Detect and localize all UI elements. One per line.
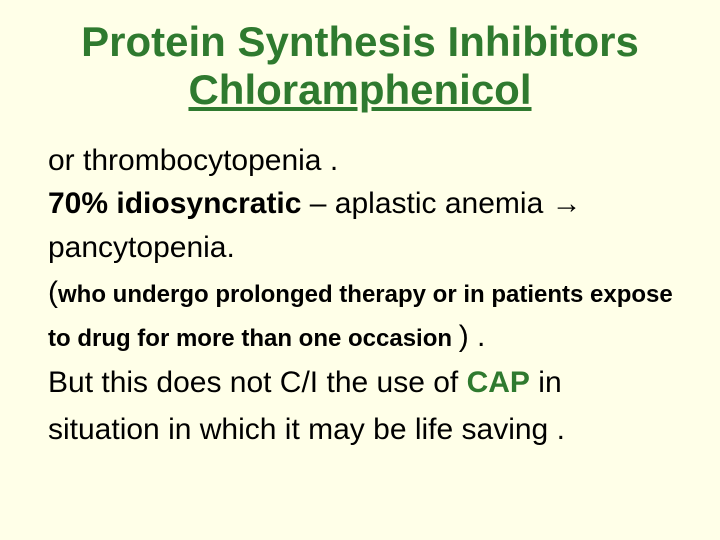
paragraph-3: But this does not C/I the use of CAP in … [48, 360, 678, 453]
text-cap: CAP [467, 366, 530, 399]
slide-title: Protein Synthesis Inhibitors Chloramphen… [42, 18, 678, 115]
paren-close: ) . [459, 320, 486, 353]
text-but-this: But this does not C/I the use of [48, 366, 467, 399]
title-line-1: Protein Synthesis Inhibitors [42, 18, 678, 66]
text-idiosyncratic: 70% idiosyncratic [48, 187, 301, 220]
slide-container: Protein Synthesis Inhibitors Chloramphen… [0, 0, 720, 453]
text-who-undergo: who undergo prolonged therapy or in pati… [48, 281, 673, 352]
text-thrombocytopenia: or thrombocytopenia . [48, 144, 338, 177]
paren-open: ( [48, 276, 58, 309]
slide-body: or thrombocytopenia . 70% idiosyncratic … [42, 139, 678, 454]
paragraph-1: or thrombocytopenia . 70% idiosyncratic … [48, 139, 678, 270]
title-line-2: Chloramphenicol [188, 66, 531, 114]
paragraph-2: (who undergo prolonged therapy or in pat… [48, 271, 678, 358]
